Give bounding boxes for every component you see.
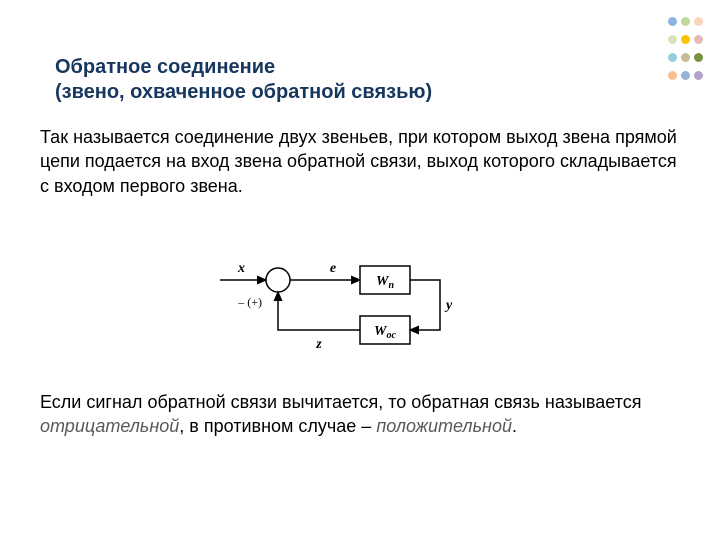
p2-pre: Если сигнал обратной связи вычитается, т… [40, 392, 641, 412]
svg-text:– (+): – (+) [237, 295, 262, 309]
p2-neg: отрицательной [40, 416, 179, 436]
p2-pos: положительной [376, 416, 512, 436]
paragraph-1: Так называется соединение двух звеньев, … [40, 125, 680, 198]
corner-dots [666, 15, 705, 87]
svg-text:x: x [237, 261, 245, 276]
page-title-line1: Обратное соединение [55, 55, 640, 80]
p2-mid: , в противном случае – [179, 416, 376, 436]
p2-post: . [512, 416, 517, 436]
page-title-line2: (звено, охваченное обратной связью) [55, 80, 640, 105]
svg-text:z: z [315, 337, 322, 352]
feedback-diagram: WпWосxeyz– (+) [210, 240, 510, 370]
svg-text:y: y [444, 298, 453, 313]
paragraph-2: Если сигнал обратной связи вычитается, т… [40, 390, 680, 439]
svg-text:e: e [330, 261, 336, 276]
